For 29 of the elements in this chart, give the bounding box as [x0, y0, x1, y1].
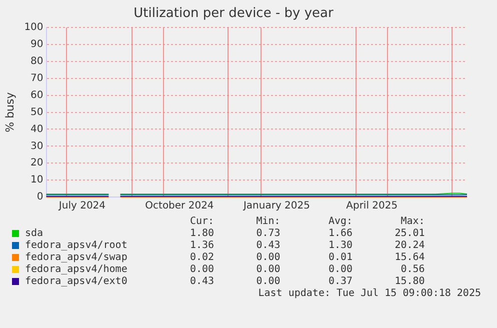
- text: Last update: Tue Jul 15 09:00:18 2025: [258, 288, 481, 298]
- y-axis-title: % busy: [3, 92, 16, 132]
- y-tick-label: 0: [36, 192, 44, 203]
- y-tick-label: 10: [30, 174, 44, 186]
- x-tick-label: October 2024: [145, 200, 214, 212]
- x-tick-label: July 2024: [58, 200, 106, 212]
- y-tick-label: 30: [30, 140, 44, 152]
- y-tick-label: 60: [30, 90, 44, 101]
- legend-label: fedora_apsv4/ext0: [25, 276, 128, 286]
- y-tick-label: 50: [30, 106, 44, 118]
- text: 0.02 0.00 0.01 15.64: [190, 252, 425, 262]
- chart-title: Utilization per device - by year: [134, 6, 334, 22]
- text: 0.43 0.00 0.37 15.80: [190, 276, 425, 286]
- x-tick-label: April 2025: [346, 200, 398, 212]
- y-tick-label: 70: [30, 73, 44, 84]
- text: Cur: Min: Avg: Max:: [190, 216, 425, 226]
- y-tick-label: 100: [24, 22, 44, 34]
- y-tick-label: 80: [30, 56, 44, 68]
- y-tick-label: 20: [30, 158, 44, 169]
- legend-label: sda: [25, 228, 44, 238]
- legend-label: fedora_apsv4/root: [25, 240, 128, 250]
- y-tick-label: 40: [30, 124, 44, 135]
- legend-label: fedora_apsv4/swap: [25, 252, 128, 262]
- x-tick-label: January 2025: [242, 200, 310, 212]
- text: 0.00 0.00 0.00 0.56: [190, 264, 425, 274]
- y-tick-label: 90: [30, 39, 44, 50]
- text: 1.80 0.73 1.66 25.01: [190, 228, 425, 238]
- legend-label: fedora_apsv4/home: [25, 264, 128, 274]
- text: 1.36 0.43 1.30 20.24: [190, 240, 425, 250]
